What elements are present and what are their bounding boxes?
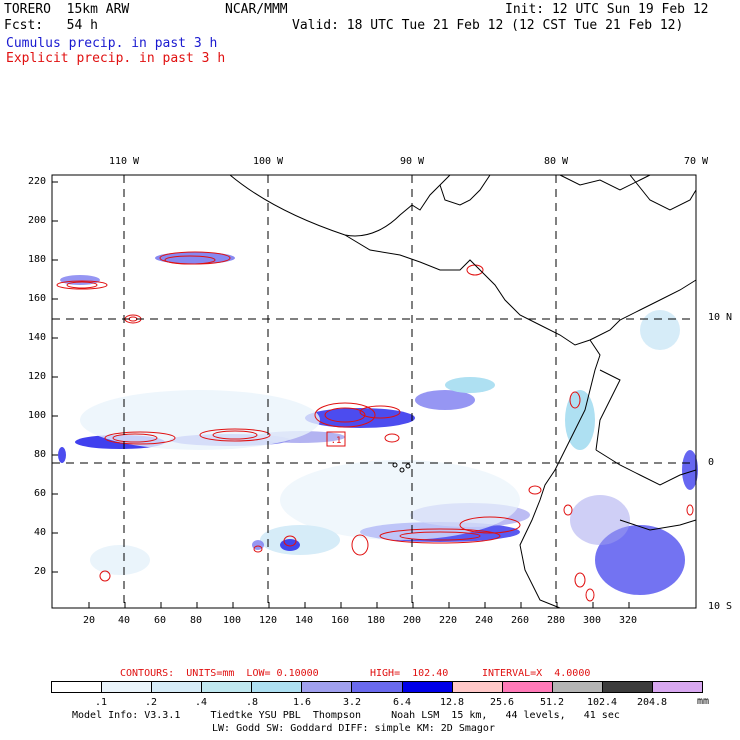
x-tick: 80 bbox=[189, 615, 203, 626]
x-tick: 260 bbox=[510, 615, 530, 626]
x-tick: 200 bbox=[402, 615, 422, 626]
x-tick: 320 bbox=[618, 615, 638, 626]
legend-label: .1 bbox=[94, 697, 108, 708]
legend-swatch bbox=[252, 682, 303, 692]
contour-label-box bbox=[326, 431, 346, 447]
physics-info: LW: Godd SW: Goddard DIFF: simple KM: 2D… bbox=[212, 723, 495, 734]
legend-label: 204.8 bbox=[636, 697, 668, 708]
legend-swatch bbox=[552, 682, 603, 692]
legend-label: 25.6 bbox=[489, 697, 515, 708]
legend-label: 102.4 bbox=[586, 697, 618, 708]
contour-interval: INTERVAL=X 4.0000 bbox=[482, 668, 591, 679]
color-legend bbox=[51, 681, 703, 693]
x-tick: 100 bbox=[222, 615, 242, 626]
x-tick: 20 bbox=[82, 615, 96, 626]
org-label: NCAR/MMM bbox=[225, 2, 288, 17]
x-tick: 240 bbox=[474, 615, 494, 626]
x-tick: 40 bbox=[117, 615, 131, 626]
cumulus-label: Cumulus precip. in past 3 h bbox=[6, 36, 218, 51]
legend-swatch bbox=[302, 682, 353, 692]
legend-swatch bbox=[202, 682, 253, 692]
legend-label: 1.6 bbox=[292, 697, 312, 708]
y-tick: 40 bbox=[33, 527, 46, 538]
y-tick: 140 bbox=[27, 332, 46, 343]
axis-ticks bbox=[52, 181, 630, 608]
valid-time: Valid: 18 UTC Tue 21 Feb 12 (12 CST Tue … bbox=[292, 18, 684, 33]
model-info: Model Info: V3.3.1 Tiedtke YSU PBL Thomp… bbox=[72, 710, 620, 721]
y-tick: 220 bbox=[27, 176, 46, 187]
lon-label-70w: 70 W bbox=[683, 156, 709, 167]
contour-box-label: .1 bbox=[331, 436, 342, 446]
legend-label: 6.4 bbox=[392, 697, 412, 708]
x-tick: 140 bbox=[294, 615, 314, 626]
model-title: TORERO 15km ARW bbox=[4, 2, 130, 17]
legend-label: 3.2 bbox=[342, 697, 362, 708]
graticule bbox=[52, 175, 696, 608]
explicit-precip-contours bbox=[56, 251, 694, 602]
legend-label: .8 bbox=[245, 697, 259, 708]
legend-label: 51.2 bbox=[539, 697, 565, 708]
lat-label-10n: 10 N bbox=[708, 312, 733, 323]
contour-high: HIGH= 102.40 bbox=[370, 668, 449, 679]
lon-label-80w: 80 W bbox=[543, 156, 569, 167]
legend-unit: mm bbox=[697, 696, 710, 707]
forecast-hour: Fcst: 54 h bbox=[4, 18, 98, 33]
cumulus-precip-areas bbox=[58, 252, 698, 595]
legend-swatch bbox=[602, 682, 653, 692]
plot-frame bbox=[51, 174, 697, 609]
y-tick: 60 bbox=[33, 488, 46, 499]
x-tick: 120 bbox=[258, 615, 278, 626]
legend-label: .2 bbox=[144, 697, 158, 708]
y-tick: 100 bbox=[27, 410, 46, 421]
x-tick: 60 bbox=[153, 615, 167, 626]
y-tick: 200 bbox=[27, 215, 46, 226]
x-tick: 180 bbox=[366, 615, 386, 626]
explicit-label: Explicit precip. in past 3 h bbox=[6, 51, 226, 66]
legend-swatch bbox=[402, 682, 453, 692]
y-tick: 120 bbox=[27, 371, 46, 382]
y-tick: 180 bbox=[27, 254, 46, 265]
lon-label-100w: 100 W bbox=[252, 156, 284, 167]
legend-label: 12.8 bbox=[439, 697, 465, 708]
legend-swatch bbox=[652, 682, 703, 692]
x-tick: 280 bbox=[546, 615, 566, 626]
y-tick: 160 bbox=[27, 293, 46, 304]
legend-swatch bbox=[52, 682, 103, 692]
lon-label-90w: 90 W bbox=[399, 156, 425, 167]
init-time: Init: 12 UTC Sun 19 Feb 12 bbox=[505, 2, 709, 17]
x-tick: 220 bbox=[438, 615, 458, 626]
legend-swatch bbox=[502, 682, 553, 692]
lat-label-10s: 10 S bbox=[708, 601, 733, 612]
y-tick: 20 bbox=[33, 566, 46, 577]
x-tick: 160 bbox=[330, 615, 350, 626]
lon-label-110w: 110 W bbox=[108, 156, 140, 167]
contour-units: CONTOURS: UNITS=mm LOW= 0.10000 bbox=[120, 668, 319, 679]
legend-swatch bbox=[152, 682, 203, 692]
y-tick: 80 bbox=[33, 449, 46, 460]
legend-swatch bbox=[352, 682, 403, 692]
legend-swatch bbox=[102, 682, 153, 692]
legend-swatch bbox=[452, 682, 503, 692]
legend-label: .4 bbox=[194, 697, 208, 708]
lat-label-0: 0 bbox=[708, 457, 715, 468]
x-tick: 300 bbox=[582, 615, 602, 626]
